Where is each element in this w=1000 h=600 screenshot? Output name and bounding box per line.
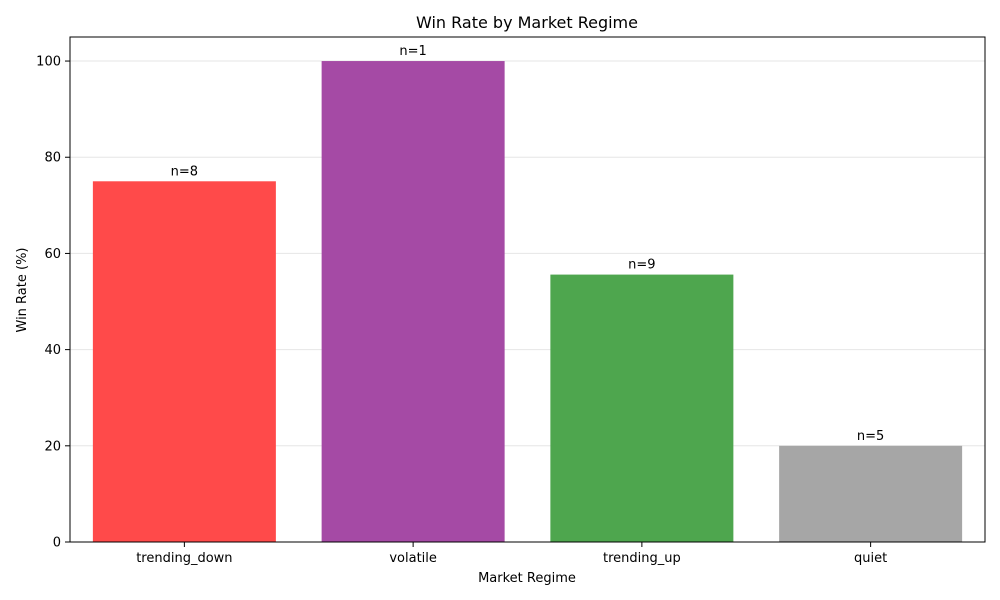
y-tick-label: 60 bbox=[44, 247, 61, 262]
y-axis-label: Win Rate (%) bbox=[15, 248, 30, 333]
bar-data-label: n=5 bbox=[857, 429, 884, 444]
chart-title: Win Rate by Market Regime bbox=[416, 13, 638, 32]
bar-data-label: n=1 bbox=[399, 44, 426, 59]
x-tick-label: volatile bbox=[389, 551, 437, 566]
bar-labels-group: n=8 n=1 n=9 n=5 bbox=[171, 44, 885, 444]
y-tick-label: 0 bbox=[53, 536, 61, 551]
plot-frame bbox=[69, 36, 986, 543]
bars-group bbox=[92, 61, 963, 543]
bar-data-label: n=8 bbox=[171, 164, 198, 179]
bar-trending_down bbox=[92, 181, 276, 543]
bar-trending_up bbox=[550, 274, 734, 542]
y-tick-label: 40 bbox=[44, 343, 61, 358]
y-tick-label: 20 bbox=[44, 439, 61, 454]
x-tick-label: quiet bbox=[854, 551, 887, 566]
y-tick-label: 100 bbox=[36, 55, 61, 70]
y-tick-label: 80 bbox=[44, 151, 61, 166]
bar-data-label: n=9 bbox=[628, 258, 655, 273]
bar-quiet bbox=[779, 445, 963, 542]
x-axis-label: Market Regime bbox=[478, 571, 576, 586]
x-tick-label: trending_down bbox=[136, 551, 232, 566]
x-tick-label: trending_up bbox=[603, 551, 681, 566]
bar-volatile bbox=[321, 61, 505, 543]
x-axis-ticks: trending_down volatile trending_up quiet bbox=[136, 542, 887, 566]
y-axis-ticks: 0 20 40 60 80 100 bbox=[36, 55, 70, 551]
